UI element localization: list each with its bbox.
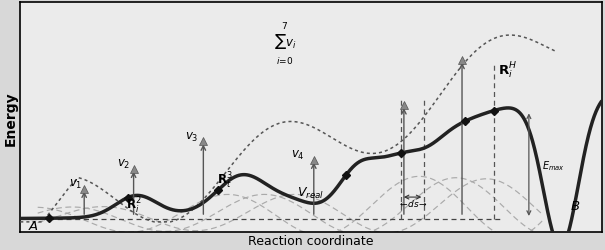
Text: $\mathit{v}_3$: $\mathit{v}_3$ [185,130,198,143]
Text: $\mathit{v}_1$: $\mathit{v}_1$ [69,178,82,190]
Text: $\mathbf{R}_i^H$: $\mathbf{R}_i^H$ [498,60,517,81]
Text: $i\!=\!0$: $i\!=\!0$ [276,55,293,66]
Y-axis label: Energy: Energy [4,91,18,145]
Text: $\mathit{v}_2$: $\mathit{v}_2$ [117,157,131,170]
Text: $\mathit{v}_4$: $\mathit{v}_4$ [291,148,305,161]
Text: B: B [571,199,580,212]
Text: $\mathit{E}_{max}$: $\mathit{E}_{max}$ [542,158,565,172]
Text: A: A [28,219,38,232]
Text: $\mathbf{R}_t^3$: $\mathbf{R}_t^3$ [217,170,233,190]
X-axis label: Reaction coordinate: Reaction coordinate [248,234,374,246]
Text: $\sum \mathit{v}_i$: $\sum \mathit{v}_i$ [273,32,296,50]
Text: $7$: $7$ [281,20,288,31]
Text: $\leftarrow\!ds\!\rightarrow$: $\leftarrow\!ds\!\rightarrow$ [398,197,427,208]
Text: $\mathbf{R}_i^2$: $\mathbf{R}_i^2$ [126,196,142,216]
Text: $\mathit{V}_{real}$: $\mathit{V}_{real}$ [297,185,324,200]
